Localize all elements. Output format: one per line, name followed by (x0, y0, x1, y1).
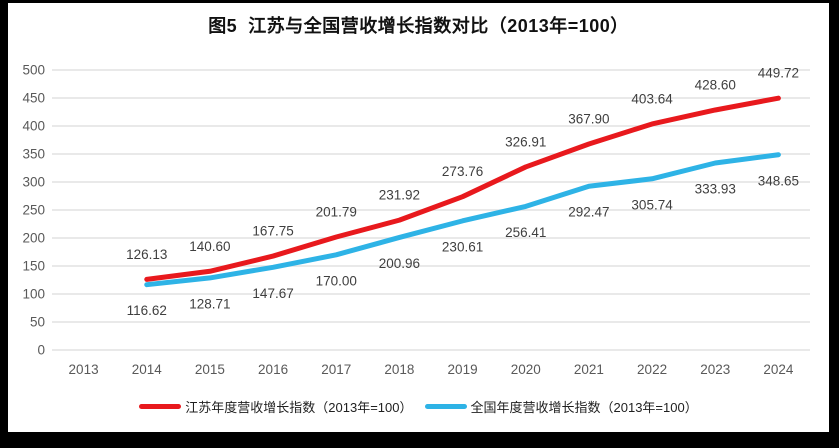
data-label: 292.47 (568, 205, 609, 220)
y-axis-tick-label: 450 (22, 91, 45, 106)
data-label: 200.96 (379, 256, 420, 271)
data-label: 126.13 (126, 247, 167, 262)
x-axis-tick-label: 2014 (132, 362, 163, 377)
x-axis-tick-label: 2015 (195, 362, 225, 377)
data-label: 326.91 (505, 134, 546, 149)
plot-area: 0 50 100 150 200 250 300 350 400 450 500 2013 2014 20… (22, 63, 810, 377)
data-label: 230.61 (442, 239, 483, 254)
data-label: 167.75 (252, 224, 293, 239)
data-label: 367.90 (568, 111, 609, 126)
y-axis-tick-label: 350 (22, 147, 45, 162)
data-label: 449.72 (758, 66, 799, 81)
x-axis-tick-label: 2019 (448, 362, 478, 377)
y-axis-tick-label: 400 (22, 119, 45, 134)
data-label: 333.93 (695, 181, 736, 196)
x-axis-tick-label: 2016 (258, 362, 288, 377)
y-axis-tick-label: 100 (22, 287, 45, 302)
y-axis-tick-label: 150 (22, 259, 45, 274)
legend-line-swatch-national (424, 404, 467, 409)
x-axis-tick-label: 2021 (574, 362, 604, 377)
data-label: 273.76 (442, 164, 483, 179)
data-label: 201.79 (316, 204, 357, 219)
y-axis-tick-label: 0 (37, 343, 45, 358)
chart-title: 图5 江苏与全国营收增长指数对比（2013年=100） (208, 16, 629, 36)
legend-item-national: 全国年度营收增长指数（2013年=100） (424, 397, 698, 416)
data-label: 140.60 (189, 239, 230, 254)
data-label: 170.00 (316, 273, 357, 288)
legend-line-swatch-jiangsu (139, 404, 182, 409)
legend-item-jiangsu: 江苏年度营收增长指数（2013年=100） (139, 397, 413, 416)
x-axis-tick-label: 2017 (321, 362, 351, 377)
data-label: 256.41 (505, 225, 546, 240)
y-axis-tick-label: 200 (22, 231, 45, 246)
y-axis-tick-label: 300 (22, 175, 45, 190)
chart-canvas: 0 50 100 150 200 250 300 350 400 450 500 2013 2014 20… (8, 3, 829, 432)
data-label: 403.64 (631, 91, 673, 106)
x-axis-tick-label: 2022 (637, 362, 667, 377)
y-axis-tick-label: 500 (22, 63, 45, 78)
chart-legend: 江苏年度营收增长指数（2013年=100） 全国年度营收增长指数（2013年=1… (8, 397, 829, 416)
x-axis-tick-label: 2018 (384, 362, 414, 377)
data-label: 128.71 (189, 296, 230, 311)
y-axis-tick-label: 50 (30, 315, 45, 330)
data-label: 147.67 (252, 286, 293, 301)
data-label: 305.74 (631, 197, 673, 212)
x-axis-tick-label: 2024 (763, 362, 794, 377)
legend-label-jiangsu: 江苏年度营收增长指数（2013年=100） (185, 400, 413, 415)
x-axis-tick-label: 2020 (511, 362, 541, 377)
data-label: 116.62 (127, 303, 167, 318)
series-line-1 (144, 152, 781, 288)
legend-label-national: 全国年度营收增长指数（2013年=100） (470, 400, 698, 415)
data-label: 231.92 (379, 188, 420, 203)
y-axis-tick-label: 250 (22, 203, 45, 218)
x-axis-tick-label: 2013 (69, 362, 99, 377)
data-label: 428.60 (695, 77, 736, 92)
series-line-0 (144, 95, 781, 282)
data-label: 348.65 (758, 173, 799, 188)
x-axis-tick-label: 2023 (700, 362, 730, 377)
